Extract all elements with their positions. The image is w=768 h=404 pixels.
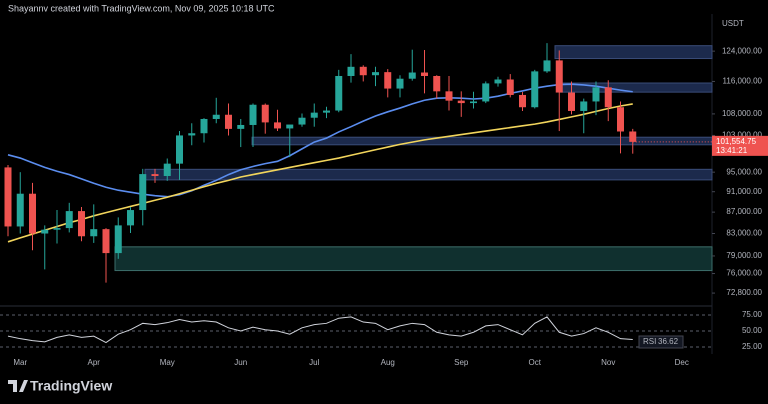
candle-body [286, 124, 294, 129]
candle-body [90, 229, 98, 237]
candle-body [629, 131, 637, 142]
candle-body [200, 118, 208, 134]
candle-body [519, 94, 526, 108]
candle-body [163, 163, 171, 177]
candle-body [16, 193, 24, 227]
y-tick-label: 103,000.00 [722, 131, 763, 140]
y-tick-label: 108,000.00 [722, 109, 763, 118]
moving-average [7, 83, 633, 198]
candle-body [298, 117, 306, 125]
y-tick-label: 72,800.00 [726, 288, 762, 297]
candle-body [310, 112, 318, 118]
candle-body [494, 79, 502, 84]
x-tick-label: Nov [601, 358, 615, 367]
candle-body [323, 110, 330, 113]
candle-body [580, 101, 588, 111]
y-tick-label: 91,000.00 [726, 187, 762, 196]
logo-text: TradingView [30, 378, 112, 394]
candle-body [78, 211, 85, 237]
candle-body [114, 225, 122, 254]
zone [251, 136, 713, 146]
candle-body [568, 92, 575, 111]
rsi-line [7, 316, 633, 344]
y-tick-label: 95,000.00 [726, 167, 762, 176]
rsi-name: RSI [643, 337, 656, 346]
y-tick-label: 87,000.00 [726, 207, 762, 216]
moving-average [7, 103, 633, 243]
candle-body [249, 104, 257, 125]
header: Shayannv created with TradingView.com, N… [8, 3, 275, 13]
rsi-tag [638, 335, 684, 349]
y-tick-label: 124,000.00 [722, 46, 763, 55]
candle-body [372, 72, 379, 76]
candle-body [4, 167, 12, 227]
candle-body [506, 79, 514, 95]
x-tick-label: Jun [234, 358, 247, 367]
candle-body [555, 60, 563, 93]
x-tick-label: Oct [529, 358, 542, 367]
candle-body [237, 124, 245, 129]
countdown: 13:41:21 [716, 146, 748, 155]
candle-body [139, 174, 147, 211]
y-tick-label: 79,000.00 [726, 251, 762, 260]
candle-body [433, 75, 441, 92]
candle-body [347, 66, 355, 76]
x-tick-label: May [160, 358, 175, 367]
y-tick-label: 83,000.00 [726, 229, 762, 238]
candle-body [396, 78, 404, 89]
candle-body [531, 71, 539, 108]
logo-icon [8, 380, 28, 392]
candle-body [335, 75, 343, 111]
candle-body [457, 100, 465, 104]
candle-body [384, 72, 392, 89]
candle-body [65, 211, 73, 229]
candle-body [29, 193, 36, 234]
y-tick-label: 76,000.00 [726, 269, 762, 278]
x-tick-label: Aug [381, 358, 395, 367]
candle-body [445, 91, 453, 101]
x-tick-label: Mar [13, 358, 27, 367]
logo: TradingView [8, 378, 112, 394]
currency: USDT [722, 19, 744, 28]
rsi-tick-label: 75.00 [742, 310, 763, 319]
candle-body [212, 114, 220, 119]
candle-body [225, 114, 232, 129]
candle-body [617, 107, 624, 132]
x-tick-label: Jul [309, 358, 319, 367]
x-tick-label: Dec [675, 358, 689, 367]
rsi-value: 36.62 [658, 337, 679, 346]
rsi-tick-label: 50.00 [742, 326, 763, 335]
candle-body [151, 174, 159, 177]
candle-body [604, 87, 612, 108]
rsi-tick-label: 25.00 [742, 342, 763, 351]
y-tick-label: 116,000.00 [723, 77, 763, 86]
zone [114, 246, 713, 272]
candle-body [359, 66, 367, 76]
candle-body [421, 72, 428, 76]
candle-body [274, 122, 281, 129]
candle-body [470, 101, 477, 104]
zone [554, 45, 713, 60]
candle-body [592, 87, 600, 102]
candle-body [53, 228, 61, 230]
candle-body [543, 60, 551, 72]
candle-body [41, 229, 49, 234]
candle-body [102, 229, 110, 254]
candle-body [176, 135, 183, 164]
last-price-tag [712, 135, 768, 156]
last-price-label: 101,554.75 [716, 137, 757, 146]
x-tick-label: Apr [88, 358, 101, 367]
plot-area: 124,000.00 116,000.00 108,000.00 103,000.00… [0, 43, 768, 367]
candle-body [261, 104, 269, 123]
x-tick-label: Sep [454, 358, 469, 367]
candle-body [127, 210, 134, 226]
candle-body [188, 133, 196, 136]
candle-body [482, 83, 490, 102]
candle-body [408, 72, 416, 79]
